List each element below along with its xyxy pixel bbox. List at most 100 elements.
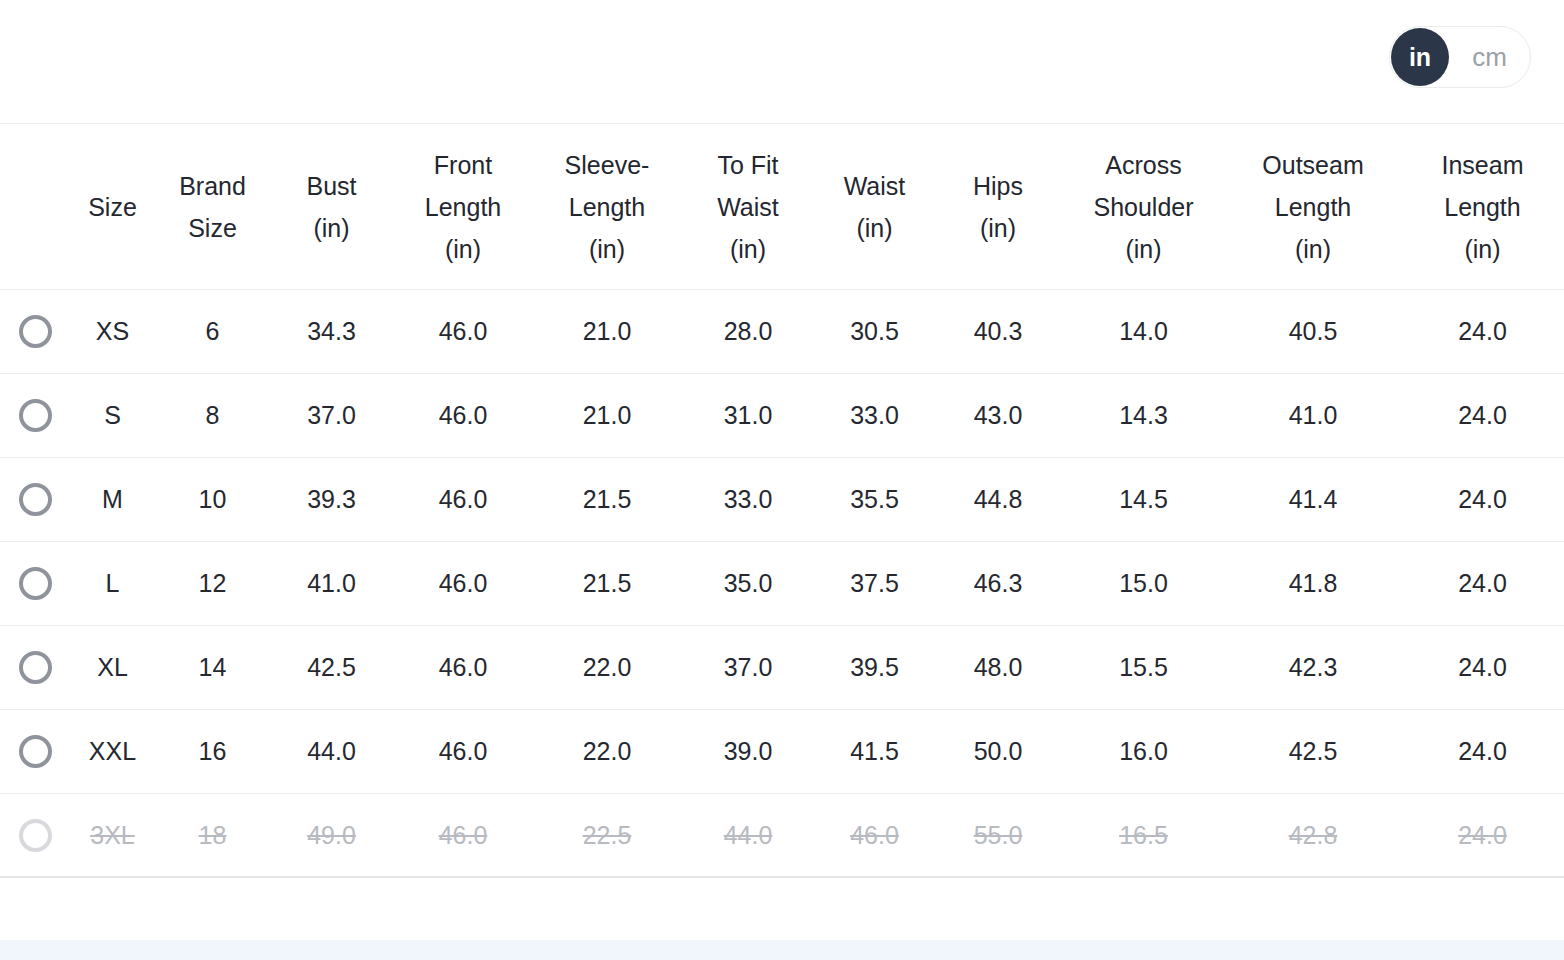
table-row-s[interactable]: S837.046.021.031.033.043.014.341.024.0 bbox=[0, 374, 1564, 458]
unit-toggle-option-in[interactable]: in bbox=[1391, 28, 1449, 86]
header-cell-to-fit-waist-in: To Fit Waist (in) bbox=[681, 124, 815, 289]
cell-xl-outseam-length-in: 42.3 bbox=[1225, 626, 1401, 709]
cell-s-brand-size: 8 bbox=[155, 374, 270, 457]
size-radio-m[interactable] bbox=[19, 483, 52, 516]
cell-s-bust-in: 37.0 bbox=[270, 374, 393, 457]
header-cell-outseam-length-in: Outseam Length (in) bbox=[1225, 124, 1401, 289]
cell-xl-inseam-length-in: 24.0 bbox=[1401, 626, 1564, 709]
cell-s-sleeve-length-in: 21.0 bbox=[533, 374, 681, 457]
table-row-xl[interactable]: XL1442.546.022.037.039.548.015.542.324.0 bbox=[0, 626, 1564, 710]
cell-3xl-inseam-length-in: 24.0 bbox=[1401, 794, 1564, 876]
cell-m-sleeve-length-in: 21.5 bbox=[533, 458, 681, 541]
cell-l-hips-in: 46.3 bbox=[934, 542, 1062, 625]
cell-m-waist-in: 35.5 bbox=[815, 458, 934, 541]
cell-xs-outseam-length-in: 40.5 bbox=[1225, 290, 1401, 373]
size-label-m: M bbox=[70, 458, 155, 541]
cell-xxl-outseam-length-in: 42.5 bbox=[1225, 710, 1401, 793]
cell-m-brand-size: 10 bbox=[155, 458, 270, 541]
cell-xl-sleeve-length-in: 22.0 bbox=[533, 626, 681, 709]
cell-s-to-fit-waist-in: 31.0 bbox=[681, 374, 815, 457]
size-label-l: L bbox=[70, 542, 155, 625]
size-label-xl: XL bbox=[70, 626, 155, 709]
cell-xxl-hips-in: 50.0 bbox=[934, 710, 1062, 793]
cell-xxl-to-fit-waist-in: 39.0 bbox=[681, 710, 815, 793]
cell-xxl-waist-in: 41.5 bbox=[815, 710, 934, 793]
cell-m-inseam-length-in: 24.0 bbox=[1401, 458, 1564, 541]
size-label-s: S bbox=[70, 374, 155, 457]
cell-l-across-shoulder-in: 15.0 bbox=[1062, 542, 1225, 625]
cell-l-outseam-length-in: 41.8 bbox=[1225, 542, 1401, 625]
cell-xxl-inseam-length-in: 24.0 bbox=[1401, 710, 1564, 793]
cell-l-brand-size: 12 bbox=[155, 542, 270, 625]
header-cell-inseam-length-in: Inseam Length (in) bbox=[1401, 124, 1564, 289]
table-row-xs[interactable]: XS634.346.021.028.030.540.314.040.524.0 bbox=[0, 290, 1564, 374]
cell-3xl-bust-in: 49.0 bbox=[270, 794, 393, 876]
cell-s-waist-in: 33.0 bbox=[815, 374, 934, 457]
cell-xxl-bust-in: 44.0 bbox=[270, 710, 393, 793]
cell-xl-hips-in: 48.0 bbox=[934, 626, 1062, 709]
cell-xs-front-length-in: 46.0 bbox=[393, 290, 533, 373]
table-row-m[interactable]: M1039.346.021.533.035.544.814.541.424.0 bbox=[0, 458, 1564, 542]
cell-s-front-length-in: 46.0 bbox=[393, 374, 533, 457]
radio-cell-s bbox=[0, 374, 70, 457]
size-radio-xl[interactable] bbox=[19, 651, 52, 684]
cell-xs-hips-in: 40.3 bbox=[934, 290, 1062, 373]
header-cell-radio-spacer bbox=[0, 124, 70, 289]
header-cell-hips-in: Hips (in) bbox=[934, 124, 1062, 289]
header-cell-across-shoulder-in: Across Shoulder (in) bbox=[1062, 124, 1225, 289]
cell-xs-bust-in: 34.3 bbox=[270, 290, 393, 373]
cell-l-bust-in: 41.0 bbox=[270, 542, 393, 625]
size-label-xxl: XXL bbox=[70, 710, 155, 793]
unit-toggle-option-cm[interactable]: cm bbox=[1449, 44, 1530, 70]
cell-xl-brand-size: 14 bbox=[155, 626, 270, 709]
cell-s-inseam-length-in: 24.0 bbox=[1401, 374, 1564, 457]
header-cell-front-length-in: Front Length (in) bbox=[393, 124, 533, 289]
size-label-3xl: 3XL bbox=[70, 794, 155, 876]
cell-xs-across-shoulder-in: 14.0 bbox=[1062, 290, 1225, 373]
header-cell-sleeve-length-in: Sleeve- Length (in) bbox=[533, 124, 681, 289]
table-row-3xl: 3XL1849.046.022.544.046.055.016.542.824.… bbox=[0, 794, 1564, 878]
cell-3xl-to-fit-waist-in: 44.0 bbox=[681, 794, 815, 876]
cell-l-sleeve-length-in: 21.5 bbox=[533, 542, 681, 625]
size-chart-table: SizeBrand SizeBust (in)Front Length (in)… bbox=[0, 123, 1564, 878]
cell-3xl-across-shoulder-in: 16.5 bbox=[1062, 794, 1225, 876]
radio-cell-xs bbox=[0, 290, 70, 373]
cell-l-waist-in: 37.5 bbox=[815, 542, 934, 625]
cell-m-to-fit-waist-in: 33.0 bbox=[681, 458, 815, 541]
cell-m-hips-in: 44.8 bbox=[934, 458, 1062, 541]
size-radio-s[interactable] bbox=[19, 399, 52, 432]
cell-xs-waist-in: 30.5 bbox=[815, 290, 934, 373]
cell-l-front-length-in: 46.0 bbox=[393, 542, 533, 625]
cell-3xl-waist-in: 46.0 bbox=[815, 794, 934, 876]
size-radio-xxl[interactable] bbox=[19, 735, 52, 768]
cell-xs-brand-size: 6 bbox=[155, 290, 270, 373]
radio-cell-3xl bbox=[0, 794, 70, 876]
header-cell-size: Size bbox=[70, 124, 155, 289]
size-radio-l[interactable] bbox=[19, 567, 52, 600]
cell-xl-waist-in: 39.5 bbox=[815, 626, 934, 709]
cell-xs-inseam-length-in: 24.0 bbox=[1401, 290, 1564, 373]
table-row-xxl[interactable]: XXL1644.046.022.039.041.550.016.042.524.… bbox=[0, 710, 1564, 794]
cell-xl-to-fit-waist-in: 37.0 bbox=[681, 626, 815, 709]
cell-m-bust-in: 39.3 bbox=[270, 458, 393, 541]
cell-3xl-sleeve-length-in: 22.5 bbox=[533, 794, 681, 876]
header-cell-waist-in: Waist (in) bbox=[815, 124, 934, 289]
cell-3xl-front-length-in: 46.0 bbox=[393, 794, 533, 876]
size-label-xs: XS bbox=[70, 290, 155, 373]
header-cell-bust-in: Bust (in) bbox=[270, 124, 393, 289]
size-radio-xs[interactable] bbox=[19, 315, 52, 348]
table-row-l[interactable]: L1241.046.021.535.037.546.315.041.824.0 bbox=[0, 542, 1564, 626]
cell-3xl-brand-size: 18 bbox=[155, 794, 270, 876]
cell-s-across-shoulder-in: 14.3 bbox=[1062, 374, 1225, 457]
cell-xl-across-shoulder-in: 15.5 bbox=[1062, 626, 1225, 709]
cell-m-across-shoulder-in: 14.5 bbox=[1062, 458, 1225, 541]
cell-xs-sleeve-length-in: 21.0 bbox=[533, 290, 681, 373]
cell-xxl-across-shoulder-in: 16.0 bbox=[1062, 710, 1225, 793]
cell-l-to-fit-waist-in: 35.0 bbox=[681, 542, 815, 625]
cell-xxl-front-length-in: 46.0 bbox=[393, 710, 533, 793]
radio-cell-xxl bbox=[0, 710, 70, 793]
radio-cell-xl bbox=[0, 626, 70, 709]
header-cell-brand-size: Brand Size bbox=[155, 124, 270, 289]
cell-l-inseam-length-in: 24.0 bbox=[1401, 542, 1564, 625]
size-radio-3xl bbox=[19, 819, 52, 852]
